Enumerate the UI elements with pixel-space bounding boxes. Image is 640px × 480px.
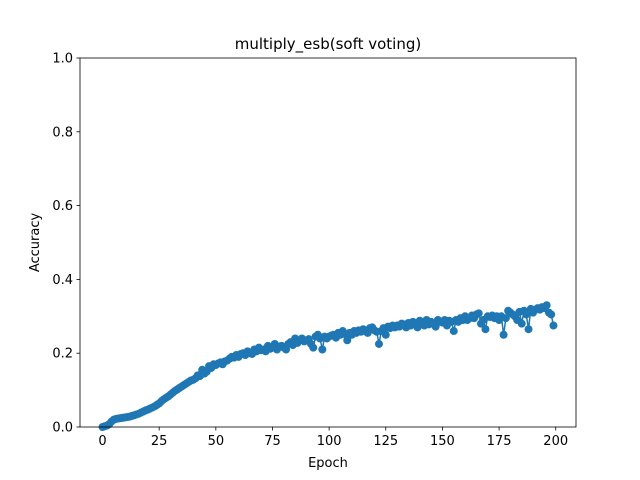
y-tick-label: 0.6 — [52, 199, 73, 214]
y-tick-label: 0.0 — [52, 421, 73, 436]
chart-title: multiply_esb(soft voting) — [235, 35, 421, 54]
data-point — [542, 301, 551, 310]
data-point — [381, 330, 390, 339]
data-point — [517, 319, 526, 328]
data-point — [309, 343, 318, 352]
y-tick-label: 0.4 — [52, 273, 73, 288]
x-tick-label: 0 — [98, 434, 106, 449]
data-point — [524, 325, 533, 334]
y-tick-label: 1.0 — [52, 52, 73, 67]
data-point — [374, 339, 383, 348]
data-point — [499, 330, 508, 339]
data-point — [481, 325, 490, 334]
x-tick-label: 125 — [373, 434, 398, 449]
x-tick-label: 150 — [430, 434, 455, 449]
x-tick-label: 100 — [317, 434, 342, 449]
data-point — [318, 345, 327, 354]
x-tick-label: 50 — [208, 434, 225, 449]
y-axis-label: Accuracy — [28, 213, 43, 273]
x-tick-label: 175 — [487, 434, 512, 449]
plot-frame — [79, 57, 577, 428]
x-tick-label: 200 — [543, 434, 568, 449]
data-point — [549, 321, 558, 330]
x-tick-label: 75 — [264, 434, 281, 449]
x-axis-label: Epoch — [308, 456, 348, 471]
data-point — [343, 336, 352, 345]
x-tick-label: 25 — [151, 434, 168, 449]
data-point — [522, 310, 531, 319]
data-point — [474, 309, 483, 318]
data-point — [501, 314, 510, 323]
y-tick-label: 0.2 — [52, 347, 73, 362]
data-point — [449, 327, 458, 336]
data-point — [547, 310, 556, 319]
y-tick-label: 0.8 — [52, 125, 73, 140]
